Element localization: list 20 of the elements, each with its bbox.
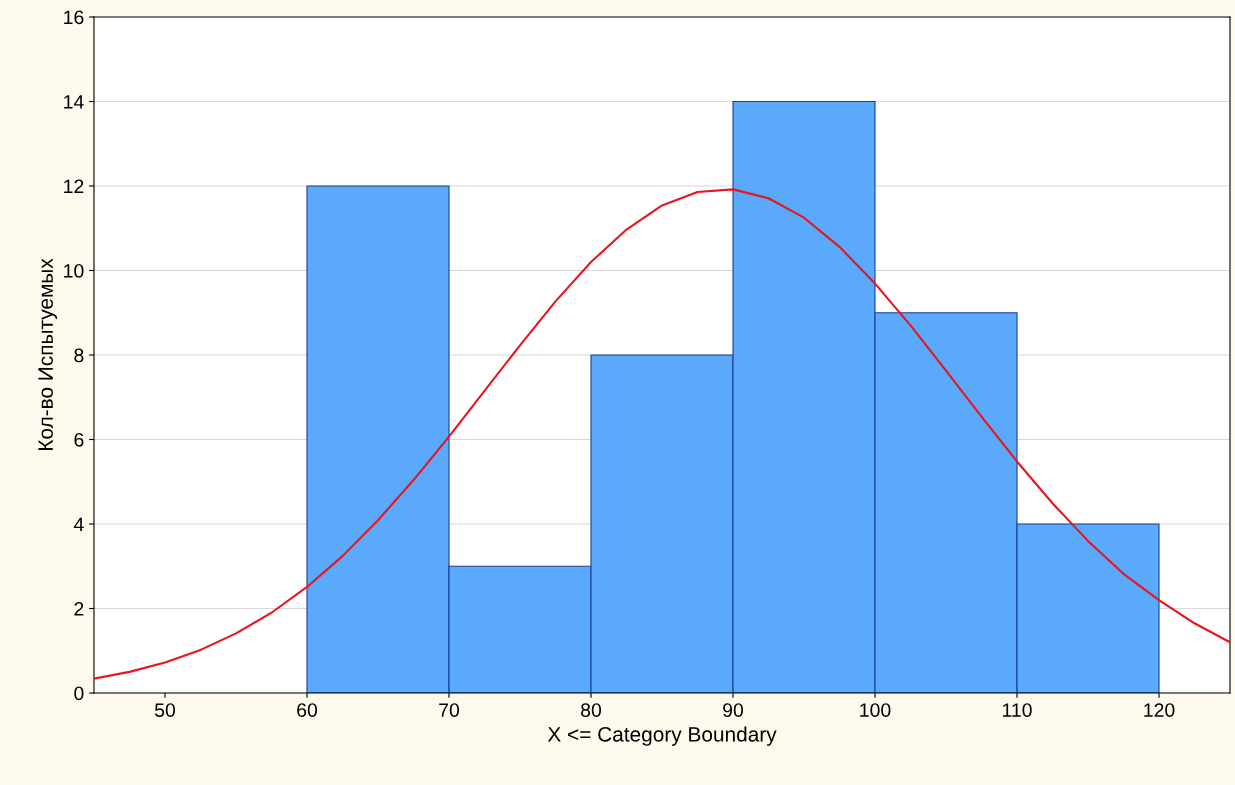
x-tick-label: 50: [154, 703, 176, 717]
x-tick-label: 110: [1002, 703, 1032, 717]
y-tick-label: 16: [64, 10, 84, 25]
y-tick-label: 6: [74, 432, 84, 447]
line-series: [94, 188, 1230, 680]
x-tick-label: 100: [860, 703, 891, 717]
x-axis-title: X <= Category Boundary: [547, 726, 777, 746]
y-tick-label: 8: [74, 348, 84, 363]
y-tick-label: 12: [64, 179, 84, 194]
y-tick-label: 10: [64, 263, 84, 278]
x-tick-label: 70: [439, 703, 460, 717]
x-tick-label: 60: [297, 703, 318, 717]
y-tick-label: 14: [64, 95, 84, 109]
y-axis-title: Кол-во Испытуемых: [38, 258, 58, 451]
y-tick-label: 2: [74, 601, 84, 616]
y-tick-label: 0: [74, 686, 84, 701]
y-tick-label: 4: [73, 517, 84, 532]
x-tick-label: 120: [1144, 703, 1175, 717]
x-tick-label: 90: [723, 703, 744, 717]
x-tick-label: 80: [581, 703, 602, 717]
